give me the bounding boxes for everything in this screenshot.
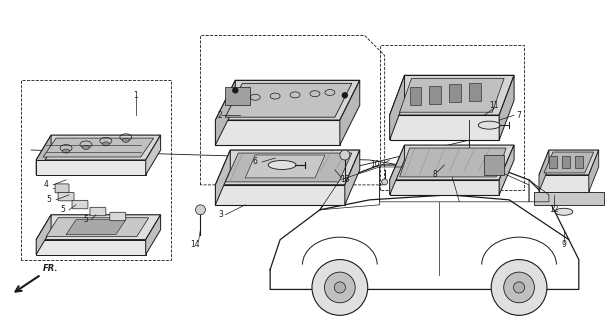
Circle shape <box>233 88 238 93</box>
Polygon shape <box>589 150 599 192</box>
Polygon shape <box>36 160 146 175</box>
Polygon shape <box>340 80 360 145</box>
Text: 6: 6 <box>253 157 257 166</box>
Polygon shape <box>499 145 514 195</box>
Polygon shape <box>539 175 589 192</box>
Polygon shape <box>215 150 360 185</box>
Circle shape <box>382 179 387 185</box>
Text: 13: 13 <box>340 175 350 184</box>
Polygon shape <box>43 138 154 157</box>
Text: 8: 8 <box>432 171 437 180</box>
Bar <box>450 84 461 102</box>
Circle shape <box>334 282 345 293</box>
Circle shape <box>504 272 534 303</box>
Polygon shape <box>66 220 126 235</box>
Bar <box>575 156 583 168</box>
Text: 10: 10 <box>370 160 379 170</box>
Circle shape <box>514 282 525 293</box>
Polygon shape <box>539 150 599 175</box>
Polygon shape <box>245 155 325 178</box>
Text: 3: 3 <box>218 210 223 219</box>
Polygon shape <box>36 215 160 240</box>
Polygon shape <box>390 145 404 195</box>
Text: 7: 7 <box>517 111 522 120</box>
Polygon shape <box>36 135 51 175</box>
Text: 5: 5 <box>84 215 88 224</box>
Polygon shape <box>225 83 352 117</box>
Ellipse shape <box>82 146 90 149</box>
Polygon shape <box>484 155 504 175</box>
Circle shape <box>195 205 206 215</box>
Text: 5: 5 <box>60 205 65 214</box>
Polygon shape <box>146 135 160 175</box>
Polygon shape <box>390 76 514 115</box>
Polygon shape <box>539 150 549 192</box>
Text: 9: 9 <box>561 240 566 249</box>
Polygon shape <box>36 135 160 160</box>
Polygon shape <box>146 215 160 255</box>
Ellipse shape <box>268 161 296 170</box>
Ellipse shape <box>478 121 500 129</box>
Ellipse shape <box>555 208 573 215</box>
Polygon shape <box>499 76 514 140</box>
Text: 4: 4 <box>44 180 49 189</box>
Text: 12: 12 <box>549 205 559 214</box>
Polygon shape <box>345 150 360 205</box>
Bar <box>409 87 422 105</box>
Polygon shape <box>544 152 594 173</box>
Bar <box>225 87 250 105</box>
Polygon shape <box>390 76 404 140</box>
Polygon shape <box>534 192 604 205</box>
Text: 11: 11 <box>489 101 499 110</box>
Bar <box>429 86 442 104</box>
Bar <box>549 156 557 168</box>
Polygon shape <box>215 120 340 145</box>
Polygon shape <box>390 145 514 180</box>
Bar <box>469 83 481 101</box>
Circle shape <box>491 260 547 315</box>
Text: 5: 5 <box>47 195 52 204</box>
Polygon shape <box>400 78 504 112</box>
Ellipse shape <box>102 142 109 146</box>
Text: FR.: FR. <box>43 263 59 273</box>
Ellipse shape <box>122 138 129 142</box>
Text: 2: 2 <box>218 111 223 120</box>
Polygon shape <box>215 80 360 120</box>
Polygon shape <box>225 153 352 182</box>
FancyBboxPatch shape <box>90 207 106 216</box>
FancyBboxPatch shape <box>72 200 88 209</box>
Polygon shape <box>400 148 506 177</box>
Polygon shape <box>215 185 345 205</box>
Polygon shape <box>215 80 235 145</box>
FancyBboxPatch shape <box>58 192 74 201</box>
Polygon shape <box>36 215 51 255</box>
Circle shape <box>312 260 368 315</box>
Circle shape <box>340 150 350 160</box>
Circle shape <box>342 93 347 98</box>
Text: 1: 1 <box>134 91 138 100</box>
FancyBboxPatch shape <box>110 212 126 221</box>
Polygon shape <box>390 180 499 195</box>
FancyBboxPatch shape <box>55 184 69 193</box>
Circle shape <box>325 272 355 303</box>
Polygon shape <box>390 115 499 140</box>
Polygon shape <box>36 240 146 255</box>
Text: 14: 14 <box>191 240 200 249</box>
Polygon shape <box>215 150 231 205</box>
Bar <box>562 156 570 168</box>
Polygon shape <box>46 218 149 237</box>
Ellipse shape <box>63 149 70 153</box>
